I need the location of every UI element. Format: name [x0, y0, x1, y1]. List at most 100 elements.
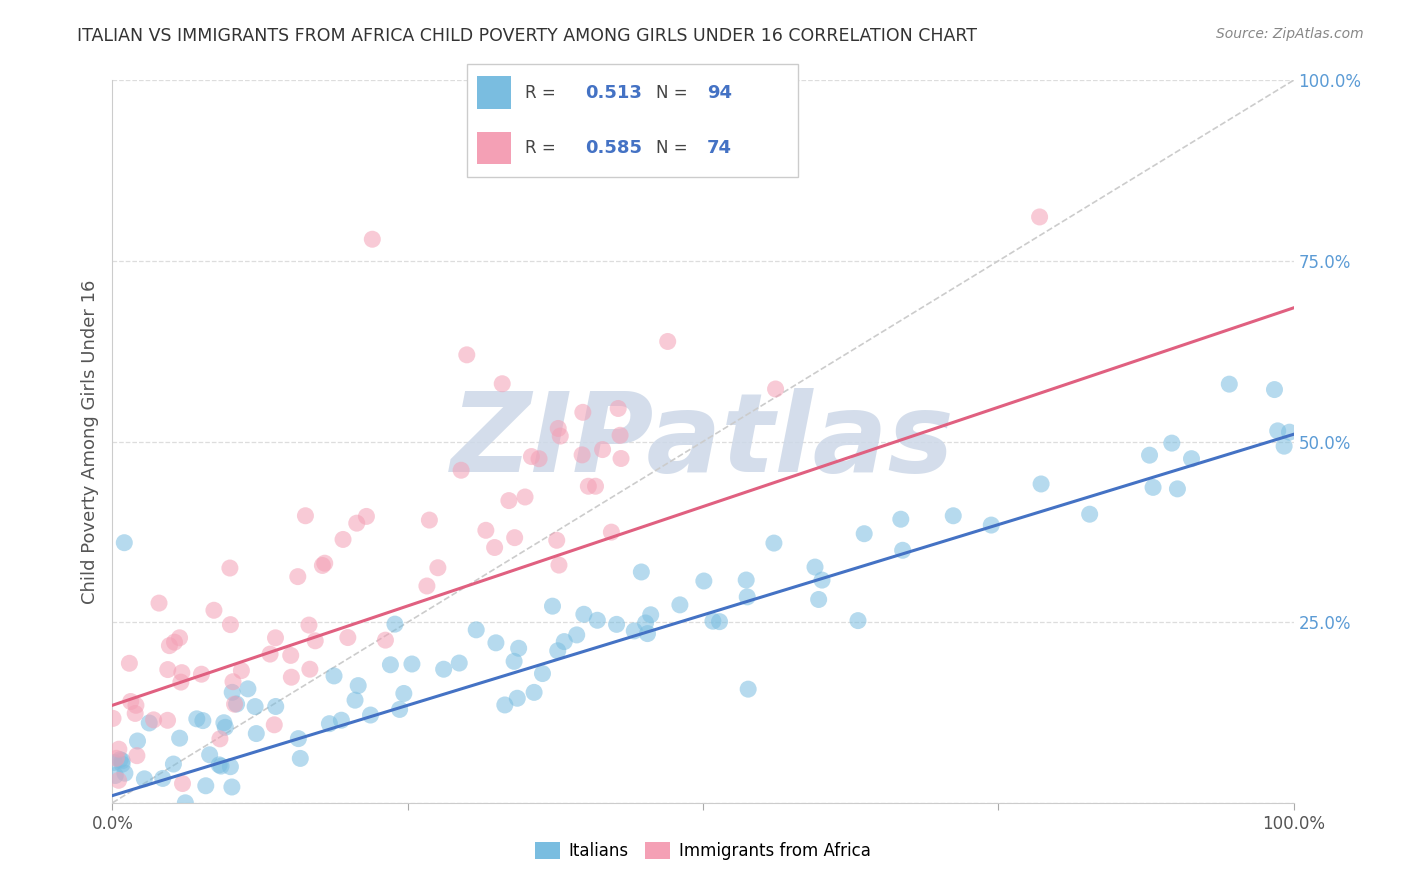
- Point: [640, 607, 662, 622]
- Point: [418, 513, 440, 527]
- Point: [506, 691, 529, 706]
- Point: [174, 796, 197, 810]
- Point: [243, 699, 266, 714]
- Point: [108, 753, 131, 767]
- Text: Source: ZipAtlas.com: Source: ZipAtlas.com: [1216, 27, 1364, 41]
- Point: [169, 731, 191, 746]
- Point: [157, 639, 180, 653]
- Point: [456, 348, 478, 362]
- Point: [209, 759, 232, 773]
- Point: [163, 635, 186, 649]
- Point: [332, 533, 354, 547]
- Point: [104, 768, 127, 782]
- Point: [392, 686, 415, 700]
- Point: [221, 685, 243, 699]
- Point: [263, 718, 285, 732]
- Point: [485, 636, 508, 650]
- Y-axis label: Child Poverty Among Girls Under 16: Child Poverty Among Girls Under 16: [80, 279, 98, 604]
- Point: [416, 579, 439, 593]
- Point: [156, 663, 179, 677]
- Point: [347, 679, 370, 693]
- Point: [103, 756, 125, 770]
- Point: [169, 631, 191, 645]
- Point: [846, 614, 869, 628]
- Point: [148, 596, 170, 610]
- Point: [245, 726, 267, 740]
- Point: [124, 706, 146, 721]
- Point: [219, 760, 242, 774]
- Point: [208, 731, 231, 746]
- Point: [107, 773, 129, 788]
- Point: [513, 490, 536, 504]
- Point: [236, 681, 259, 696]
- Point: [344, 693, 367, 707]
- Point: [1142, 480, 1164, 494]
- Point: [980, 518, 1002, 533]
- Point: [547, 421, 569, 435]
- Point: [586, 613, 609, 627]
- Point: [112, 535, 135, 549]
- Point: [264, 699, 287, 714]
- Point: [170, 665, 193, 680]
- Point: [484, 541, 506, 555]
- Point: [1166, 482, 1188, 496]
- Point: [311, 558, 333, 573]
- Point: [101, 711, 124, 725]
- Text: ITALIAN VS IMMIGRANTS FROM AFRICA CHILD POVERTY AMONG GIRLS UNDER 16 CORRELATION: ITALIAN VS IMMIGRANTS FROM AFRICA CHILD …: [77, 27, 977, 45]
- Point: [374, 633, 396, 648]
- Point: [465, 623, 488, 637]
- Point: [298, 618, 321, 632]
- Point: [380, 657, 402, 672]
- Point: [114, 766, 136, 780]
- Point: [287, 569, 309, 583]
- Point: [1263, 383, 1285, 397]
- Point: [118, 657, 141, 671]
- Bar: [478, 132, 512, 164]
- Point: [111, 754, 134, 768]
- Point: [264, 631, 287, 645]
- Point: [287, 731, 309, 746]
- Point: [811, 573, 834, 587]
- Point: [280, 648, 302, 663]
- Point: [572, 607, 595, 622]
- Point: [138, 716, 160, 731]
- Point: [576, 479, 599, 493]
- Point: [105, 751, 128, 765]
- Point: [186, 712, 208, 726]
- Point: [637, 626, 659, 640]
- Point: [212, 715, 235, 730]
- Point: [737, 682, 759, 697]
- Point: [523, 685, 546, 699]
- Point: [531, 666, 554, 681]
- Point: [361, 232, 384, 246]
- Point: [384, 617, 406, 632]
- Point: [202, 603, 225, 617]
- Point: [330, 713, 353, 727]
- Point: [172, 776, 194, 790]
- Text: R =: R =: [524, 139, 561, 157]
- FancyBboxPatch shape: [467, 63, 799, 178]
- Point: [630, 565, 652, 579]
- Point: [318, 716, 340, 731]
- Point: [669, 598, 692, 612]
- Point: [592, 442, 614, 457]
- Point: [765, 382, 787, 396]
- Point: [225, 697, 247, 711]
- Point: [600, 525, 623, 540]
- Point: [553, 634, 575, 648]
- Point: [450, 463, 472, 477]
- Point: [890, 512, 912, 526]
- Bar: [478, 77, 512, 109]
- Point: [548, 558, 571, 573]
- Point: [156, 714, 179, 728]
- Point: [702, 614, 724, 628]
- Point: [388, 702, 411, 716]
- Point: [546, 533, 568, 548]
- Point: [1139, 448, 1161, 462]
- Text: N =: N =: [657, 139, 693, 157]
- Point: [475, 524, 498, 538]
- Point: [219, 617, 242, 632]
- Point: [807, 592, 830, 607]
- Point: [891, 543, 914, 558]
- Point: [541, 599, 564, 614]
